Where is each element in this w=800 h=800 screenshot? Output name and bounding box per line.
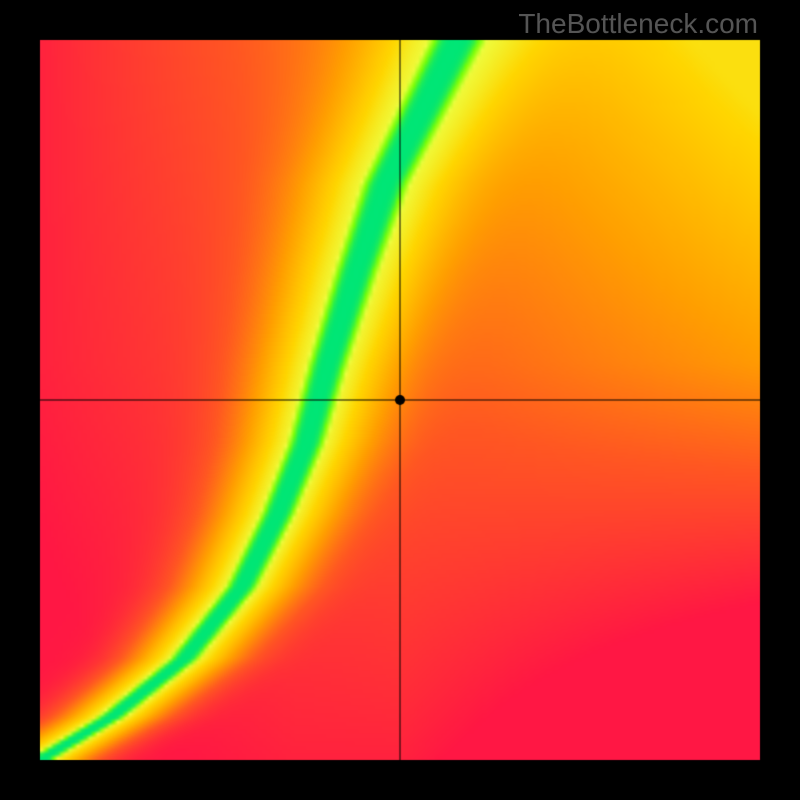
watermark-text: TheBottleneck.com bbox=[518, 8, 758, 40]
heatmap-canvas bbox=[0, 0, 800, 800]
chart-container: TheBottleneck.com bbox=[0, 0, 800, 800]
